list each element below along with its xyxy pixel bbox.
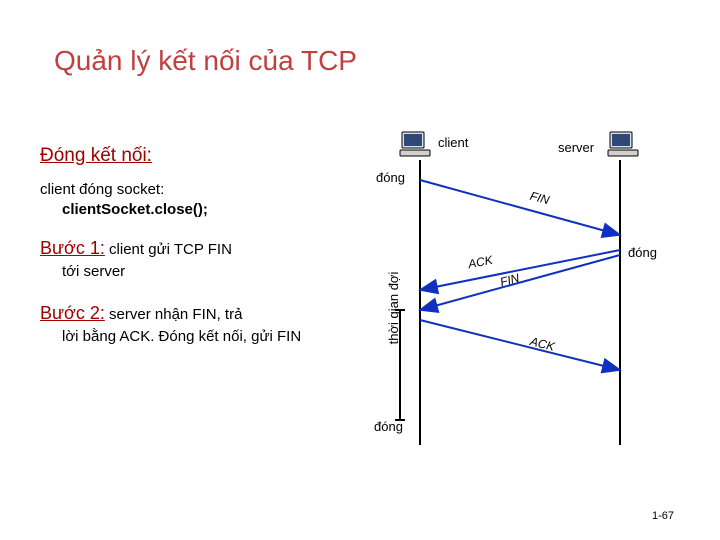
close-label-client-top: đóng [376,170,405,185]
server-computer-icon [608,132,638,156]
step1-label: Bước 1: [40,238,105,258]
closing-heading: Đóng kết nối: [40,145,152,167]
client-label: client [438,135,468,150]
step1-texta: client gửi TCP FIN [109,241,232,258]
close-label-server: đóng [628,245,657,260]
msg-ack2-arrow [420,320,620,370]
step-1: Bước 1: client gửi TCP FIN tới server [40,235,330,283]
step2-label: Bước 2: [40,303,105,323]
para1-line2: clientSocket.close(); [62,201,208,218]
step-2: Bước 2: server nhận FIN, trả lời bằng AC… [40,300,330,348]
step1-textb: tới server [62,261,330,283]
msg-fin1-arrow [420,180,620,235]
wait-label: thời gian đợi [386,253,401,363]
para-client-close: client đóng socket: clientSocket.close()… [40,180,320,221]
diagram-svg [360,125,690,485]
para1-line1: client đóng socket: [40,181,164,198]
client-computer-icon [400,132,430,156]
close-label-client-bottom: đóng [374,419,403,434]
step2-textb: lời bằng ACK. Đóng kết nối, gửi FIN [62,326,330,348]
slide-title: Quản lý kết nối của TCP [54,45,357,77]
page-number: 1-67 [652,510,674,522]
server-label: server [558,140,594,155]
sequence-diagram: client server đóng đóng đóng thời gian đ… [360,125,690,485]
step2-texta: server nhận FIN, trả [109,306,242,323]
